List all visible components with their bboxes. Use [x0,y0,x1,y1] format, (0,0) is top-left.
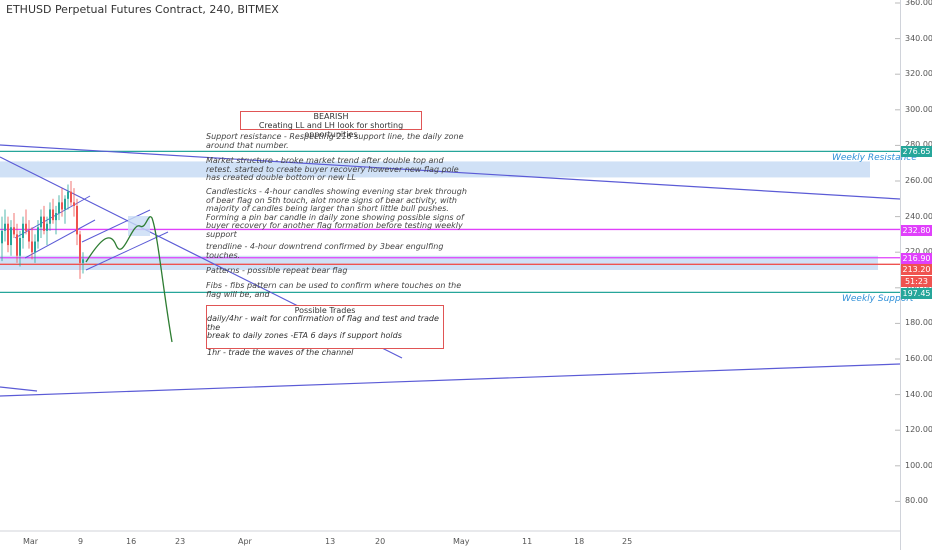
candle-body [25,223,27,231]
candle-body [67,191,69,199]
bearish-annotation-box[interactable]: BEARISH Creating LL and LH look for shor… [240,111,422,139]
candle-body [7,223,9,246]
channel-upper-line [81,209,151,243]
weekly-support-label: Weekly Support [842,294,914,304]
x-tick-label: May [453,537,470,546]
candle-body [10,227,12,246]
y-tick-label: 260.00 [905,176,932,185]
price-badge-232: 232.80 [901,225,932,236]
chart-title: ETHUSD Perpetual Futures Contract, 240, … [6,3,279,16]
note-support-resistance: Support resistance - Respecting 216 supp… [206,132,464,150]
y-tick-label: 280.00 [905,140,932,150]
x-tick-label: Mar [23,537,39,546]
candle-body [58,202,60,214]
y-tick-label: 80.00 [905,496,928,506]
note-patterns: Patterns - possible repeat bear flag [206,266,348,275]
price-badge-276: 276.65 [901,146,932,157]
y-tick-label: 340.00 [905,33,932,43]
x-tick-label: 16 [126,537,137,546]
candle-body [28,230,30,242]
candle-body [64,198,66,210]
x-tick-label: 18 [574,537,585,546]
y-tick-label: 320.00 [905,69,932,79]
candle-body [46,223,48,231]
note-trendline: trendline - 4-hour downtrend confirmed b… [206,242,444,260]
possible-trades-box[interactable]: Possible Trades daily/4hr - wait for con… [206,305,444,357]
price-badge-197: 197.45 [901,288,932,299]
candle-body [16,234,18,256]
note-candlesticks: Candlesticks - 4-hour candles showing ev… [206,187,467,239]
countdown-badge: 51:23 [901,276,932,287]
x-tick-label: 11 [522,537,533,546]
weekly-resistance-label: Weekly Resistance [832,153,917,163]
note-fibs: Fibs - fibs pattern can be used to confi… [206,281,462,299]
candle-body [61,202,63,210]
short-trendline [0,386,38,392]
x-tick-label: 23 [175,537,186,546]
candle-body [37,227,39,242]
note-market-structure: Market structure - broke market trend af… [206,156,459,182]
trades-text: daily/4hr - wait for confirmation of fla… [207,314,439,357]
price-badge-213: 213.20 [901,264,932,275]
candle-body [49,209,51,224]
flag-lower-line [24,219,96,259]
y-tick-label: 240.00 [905,211,932,221]
trades-title: Possible Trades [294,306,356,315]
x-tick-label: 9 [78,537,84,546]
y-tick-label: 200.00 [905,283,932,292]
y-tick-label: 120.00 [905,425,932,435]
y-tick-label: 180.00 [905,318,932,328]
y-tick-label: 220.00 [905,247,932,257]
x-tick-label: 25 [622,537,633,546]
candle-body [82,259,84,263]
candle-body [76,205,78,235]
candle-body [43,216,45,231]
demand-zone [0,161,870,178]
candle-body [79,234,81,263]
y-tick-label: 100.00 [905,460,932,470]
candle-body [4,223,6,231]
bearish-text: Creating LL and LH look for shorting opp… [258,121,404,139]
candle-body [73,202,75,206]
support-trendline [0,363,901,397]
resistance-trendline [0,144,901,200]
y-tick-label: 300.00 [905,104,932,114]
candle-body [1,230,3,244]
y-tick-label: 360.00 [905,0,932,7]
price-axis-divider [900,0,901,550]
bearish-title: BEARISH [313,112,349,121]
x-tick-label: Apr [238,537,252,546]
candle-body [22,223,24,238]
candle-body [19,237,21,256]
candle-body [40,216,42,228]
x-tick-label: 20 [375,537,386,546]
x-tick-label: 13 [325,537,336,546]
candle-body [34,241,36,253]
y-tick-label: 160.00 [905,354,932,363]
projected-price-path [85,216,173,343]
channel-lower-line [85,231,169,271]
y-tick-label: 140.00 [905,389,932,399]
candle-body [70,191,72,203]
candle-body [31,241,33,253]
candle-body [52,209,54,221]
candle-body [13,227,15,235]
candle-body [55,213,57,221]
price-badge-216: 216.90 [901,253,932,264]
